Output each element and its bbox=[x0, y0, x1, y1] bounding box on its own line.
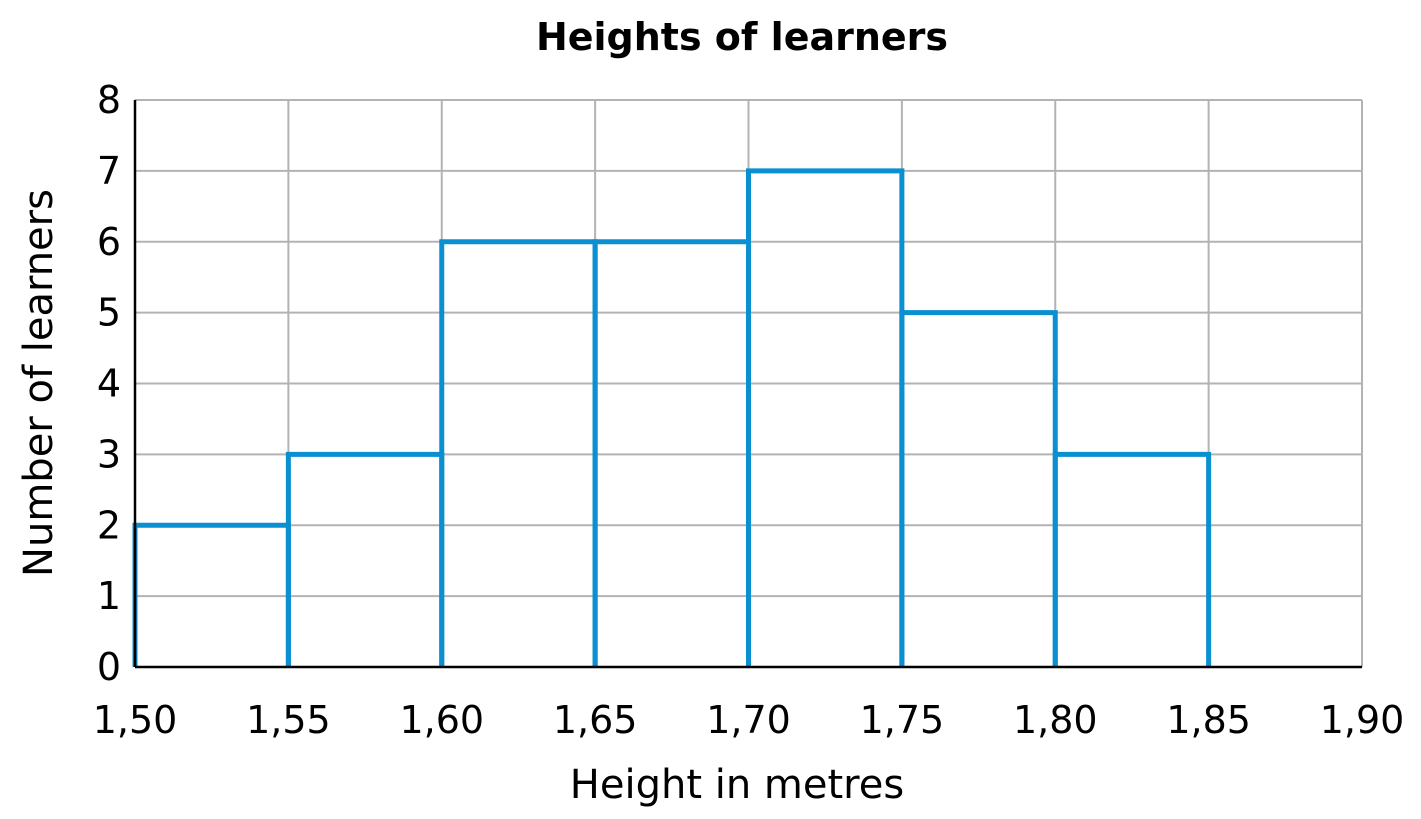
x-tick-label: 1,55 bbox=[246, 698, 331, 742]
x-tick-label: 1,70 bbox=[706, 698, 791, 742]
y-tick-labels: 0 1 2 3 4 5 6 7 8 bbox=[97, 78, 121, 689]
y-tick-label: 8 bbox=[97, 78, 121, 122]
histogram-bar bbox=[899, 310, 1058, 667]
y-tick-label: 0 bbox=[97, 645, 121, 689]
y-tick-label: 1 bbox=[97, 574, 121, 618]
bars bbox=[132, 168, 1212, 667]
histogram-bar bbox=[285, 451, 445, 667]
y-tick-label: 4 bbox=[97, 362, 121, 406]
x-tick-labels: 1,50 1,55 1,60 1,65 1,70 1,75 1,80 1,85 1,90 bbox=[93, 698, 1405, 742]
x-tick-label: 1,60 bbox=[399, 698, 484, 742]
histogram-bar bbox=[746, 168, 905, 667]
x-axis-label: Height in metres bbox=[570, 762, 904, 808]
axes bbox=[133, 100, 1362, 669]
y-axis-label: Number of learners bbox=[16, 189, 62, 577]
y-tick-label: 3 bbox=[97, 432, 121, 476]
x-tick-label: 1,80 bbox=[1013, 698, 1098, 742]
histogram-bar bbox=[1052, 451, 1212, 667]
x-tick-label: 1,65 bbox=[553, 698, 638, 742]
x-tick-label: 1,75 bbox=[860, 698, 945, 742]
x-tick-label: 1,85 bbox=[1166, 698, 1251, 742]
y-tick-label: 6 bbox=[97, 220, 121, 264]
y-tick-label: 5 bbox=[97, 291, 121, 335]
y-tick-label: 7 bbox=[97, 149, 121, 193]
chart-title: Heights of learners bbox=[536, 15, 948, 59]
x-tick-label: 1,50 bbox=[93, 698, 178, 742]
y-tick-label: 2 bbox=[97, 503, 121, 547]
x-tick-label: 1,90 bbox=[1320, 698, 1405, 742]
